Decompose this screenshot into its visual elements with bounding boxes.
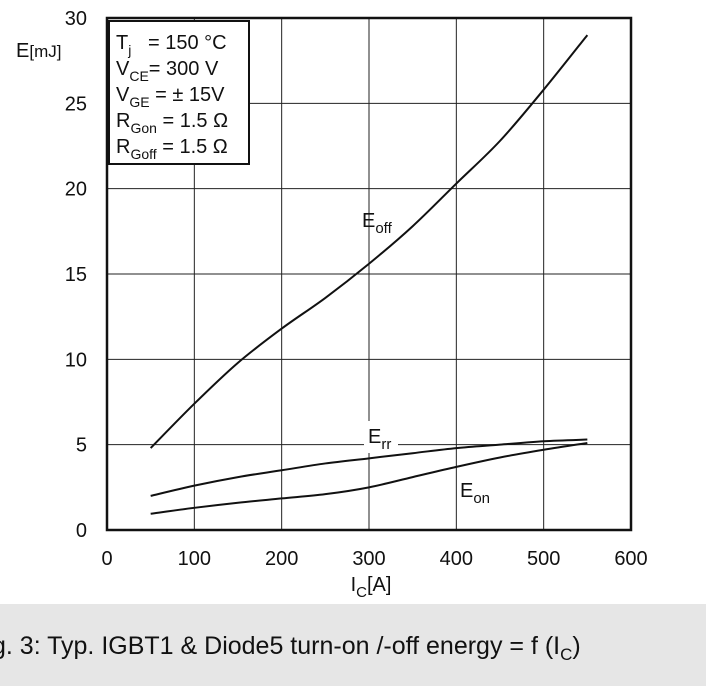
condition-value: = 150 °C (131, 32, 226, 54)
x-tick-label: 400 (440, 548, 473, 570)
figure-caption: g. 3: Typ. IGBT1 & Diode5 turn-on /-off … (0, 632, 581, 665)
condition-symbol: T (116, 32, 128, 54)
plot-frame (105, 16, 633, 532)
condition-line: RGoff = 1.5 Ω (116, 136, 228, 162)
condition-value: = 300 V (149, 58, 219, 80)
err-curve (150, 438, 588, 497)
curve-label-e-on: Eon (460, 480, 490, 507)
y-axis-label-main: E (16, 40, 29, 62)
condition-line: VCE= 300 V (116, 58, 219, 84)
y-tick-label: 15 (65, 264, 87, 286)
condition-subscript: CE (129, 68, 148, 84)
eoff-curve (149, 34, 589, 449)
x-tick-label: 0 (101, 548, 112, 570)
x-tick-label: 300 (352, 548, 385, 570)
curve-label-sub: on (473, 490, 490, 507)
curve-label-e-off: Eoff (362, 210, 393, 237)
condition-symbol: V (116, 58, 130, 80)
caption-sub: C (560, 645, 573, 664)
curve-label-sub: off (375, 220, 392, 237)
x-tick-label: 200 (265, 548, 298, 570)
condition-value: = 1.5 Ω (157, 136, 228, 158)
caption-bar: g. 3: Typ. IGBT1 & Diode5 turn-on /-off … (0, 604, 706, 686)
chart-figure: 0 100 200 300 400 500 600 0 5 10 15 20 25 30 E[mJ] IC[A… (16, 8, 648, 600)
conditions-box (108, 20, 250, 165)
condition-subscript: Goff (130, 146, 156, 162)
y-tick-label: 30 (65, 8, 87, 30)
eon-curve (150, 441, 588, 515)
energy-chart: 0 100 200 300 400 500 600051015202530E[mJ]IC[A… (16, 8, 648, 600)
condition-line: VGE = ± 15V (116, 84, 225, 110)
y-tick-label: 20 (65, 179, 87, 201)
condition-symbol: R (116, 136, 130, 158)
condition-subscript: j (127, 42, 131, 58)
y-tick-label: 5 (76, 435, 87, 457)
x-tick-label: 600 (614, 548, 647, 570)
y-tick-label: 10 (65, 349, 87, 371)
x-axis-label: IC[A] (351, 574, 392, 600)
x-tick-label: 500 (527, 548, 560, 570)
condition-value: = ± 15V (150, 84, 226, 106)
x-axis-label-main: I (351, 574, 357, 596)
err-label-background (364, 421, 398, 453)
curve-label-main: E (368, 426, 381, 448)
condition-symbol: R (116, 110, 130, 132)
curve-label-main: E (362, 210, 375, 232)
x-axis-label-sub: C (356, 584, 367, 600)
condition-symbol: V (116, 84, 130, 106)
caption-end: ) (572, 632, 581, 660)
y-tick-label: 0 (76, 520, 87, 542)
curve-label-sub: rr (381, 436, 391, 453)
curve-label-main: E (460, 480, 473, 502)
x-tick-label: 100 (178, 548, 211, 570)
curve-label-e-rr: Err (368, 426, 391, 453)
condition-subscript: Gon (130, 120, 156, 136)
condition-line: Tj = 150 °C (116, 32, 227, 58)
y-tick-label: 25 (65, 93, 87, 115)
x-axis-label-unit: [A] (367, 574, 391, 596)
y-axis-label-unit: [mJ] (29, 42, 61, 61)
caption-main: g. 3: Typ. IGBT1 & Diode5 turn-on /-off … (0, 632, 561, 660)
condition-value: = 1.5 Ω (157, 110, 228, 132)
condition-line: RGon = 1.5 Ω (116, 110, 228, 136)
y-axis-label: E[mJ] (16, 40, 61, 62)
condition-subscript: GE (129, 94, 149, 110)
